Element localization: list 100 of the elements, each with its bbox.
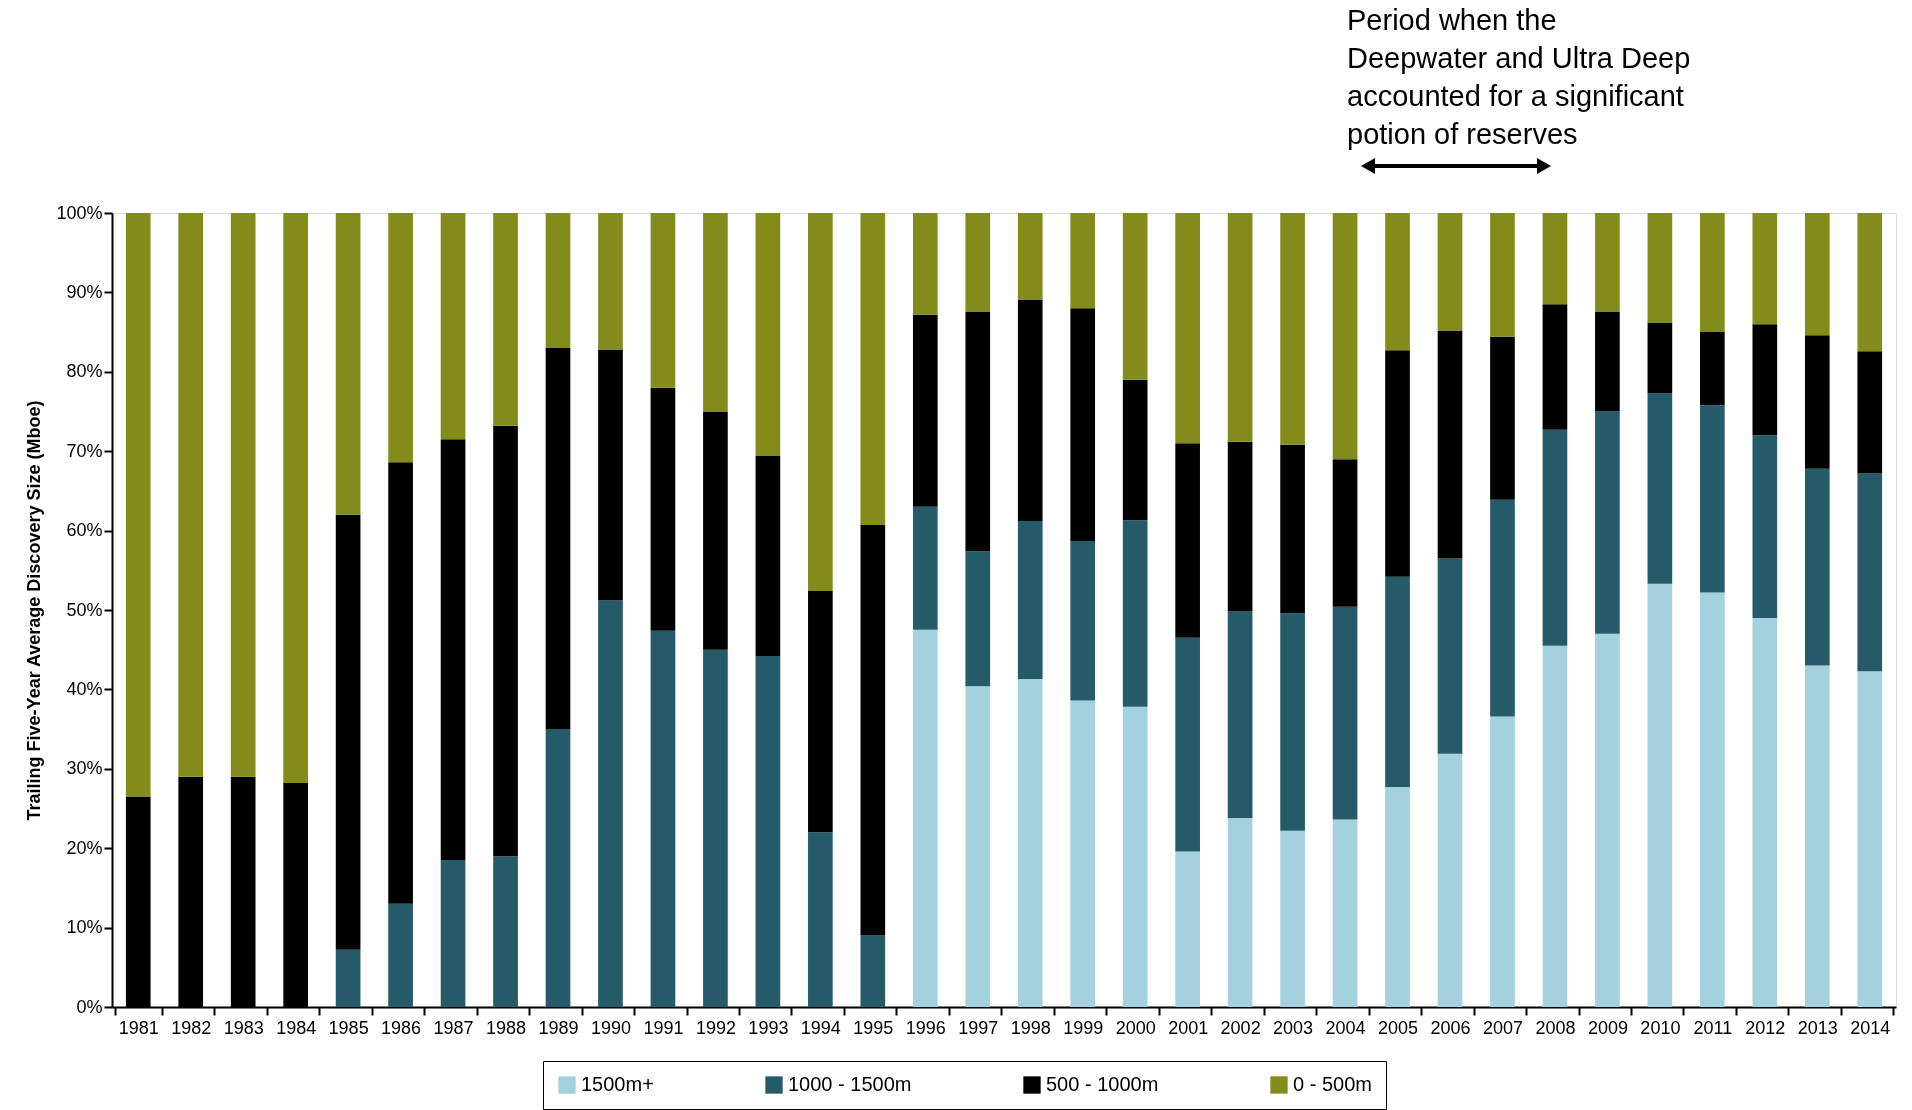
bar: [1070, 213, 1096, 309]
bar: [860, 525, 886, 936]
bar: [1070, 700, 1096, 1007]
y-tick-label: 0%: [76, 996, 103, 1017]
x-tick-label: 1981: [118, 1017, 159, 1038]
x-tick-label: 1987: [433, 1017, 474, 1038]
legend-label: 1000 - 1500m: [788, 1073, 912, 1095]
bar: [1647, 393, 1673, 584]
bar: [1017, 213, 1043, 300]
bar: [912, 506, 938, 630]
bar: [1857, 671, 1883, 1007]
legend-label: 0 - 500m: [1293, 1073, 1372, 1095]
bar: [650, 213, 676, 388]
y-tick-label: 50%: [66, 599, 103, 620]
x-tick-label: 2012: [1745, 1017, 1786, 1038]
x-tick-label: 2004: [1325, 1017, 1366, 1038]
bar: [1700, 332, 1725, 406]
bar: [1332, 213, 1358, 460]
bar: [440, 860, 466, 1007]
bar: [1227, 213, 1253, 442]
bar: [1490, 336, 1515, 500]
bar: [1280, 830, 1305, 1007]
bar: [283, 213, 308, 784]
bar: [1385, 576, 1410, 788]
bar: [1542, 213, 1568, 305]
bar: [1700, 213, 1725, 333]
bar: [1070, 308, 1096, 541]
bar: [1857, 213, 1883, 352]
x-tick-label: 2007: [1482, 1017, 1523, 1038]
x-tick-label: 2008: [1535, 1017, 1576, 1038]
x-tick-label: 1982: [171, 1017, 212, 1038]
bar: [1385, 787, 1410, 1007]
bar: [1804, 213, 1830, 336]
bar: [1700, 405, 1725, 593]
bar: [1542, 304, 1568, 430]
bar: [650, 630, 676, 1007]
x-tick-label: 1999: [1063, 1017, 1104, 1038]
bar: [1595, 311, 1620, 412]
bar: [1070, 540, 1096, 701]
x-tick-label: 1994: [800, 1017, 841, 1038]
bar: [1280, 444, 1305, 614]
bar: [1385, 350, 1410, 577]
bar: [808, 213, 833, 591]
bar: [755, 213, 781, 456]
bar: [493, 425, 518, 857]
bar: [598, 349, 623, 601]
y-tick-label: 80%: [66, 361, 103, 382]
bar: [912, 213, 938, 315]
bar: [493, 213, 518, 426]
bar: [1595, 633, 1620, 1007]
bar: [1227, 611, 1253, 819]
x-tick-label: 1992: [695, 1017, 736, 1038]
text: Period when the Deepwater and Ultra Deep accounted for a significant potion of reserves: [1347, 4, 1691, 150]
legend-label: 1500m+: [581, 1073, 654, 1095]
bar: [1122, 213, 1148, 380]
bar: [912, 314, 938, 507]
bar: [1332, 606, 1358, 820]
y-tick-label: 60%: [66, 520, 103, 541]
bar: [1175, 851, 1200, 1007]
bar: [1175, 637, 1200, 852]
x-tick-label: 2005: [1378, 1017, 1419, 1038]
x-tick-label: 2001: [1168, 1017, 1209, 1038]
bar: [335, 213, 361, 515]
bar: [545, 347, 571, 730]
bar: [178, 213, 204, 777]
bar: [965, 213, 991, 312]
bar: [1175, 213, 1200, 444]
bar: [1857, 351, 1883, 474]
bar: [1490, 716, 1515, 1007]
bar: [1385, 213, 1410, 351]
x-tick-label: 1996: [905, 1017, 946, 1038]
bar: [755, 455, 781, 657]
x-tick-label: 1989: [538, 1017, 579, 1038]
bar: [1122, 520, 1148, 707]
bar: [1227, 441, 1253, 612]
bar: [1752, 435, 1778, 618]
bar: [1647, 213, 1673, 323]
x-tick-label: 1993: [748, 1017, 789, 1038]
bar: [598, 600, 623, 1007]
y-tick-label: 10%: [66, 917, 103, 938]
bar: [1017, 521, 1043, 680]
bar: [440, 213, 466, 440]
bar: [388, 903, 413, 1007]
bar: [545, 213, 571, 348]
bar: [1542, 429, 1568, 646]
bar: [755, 656, 781, 1007]
bar: [1280, 213, 1305, 445]
y-tick-label: 30%: [66, 758, 103, 779]
x-tick-label: 2002: [1220, 1017, 1261, 1038]
bar: [1595, 411, 1620, 634]
bar: [1437, 330, 1463, 559]
x-tick-label: 1997: [958, 1017, 999, 1038]
x-tick-label: 1984: [276, 1017, 317, 1038]
bar: [703, 649, 728, 1007]
bar: [1595, 213, 1620, 312]
bar: [1490, 499, 1515, 717]
x-tick-label: 2006: [1430, 1017, 1471, 1038]
bar: [1752, 324, 1778, 436]
bar: [1017, 679, 1043, 1007]
bar: [1752, 213, 1778, 325]
